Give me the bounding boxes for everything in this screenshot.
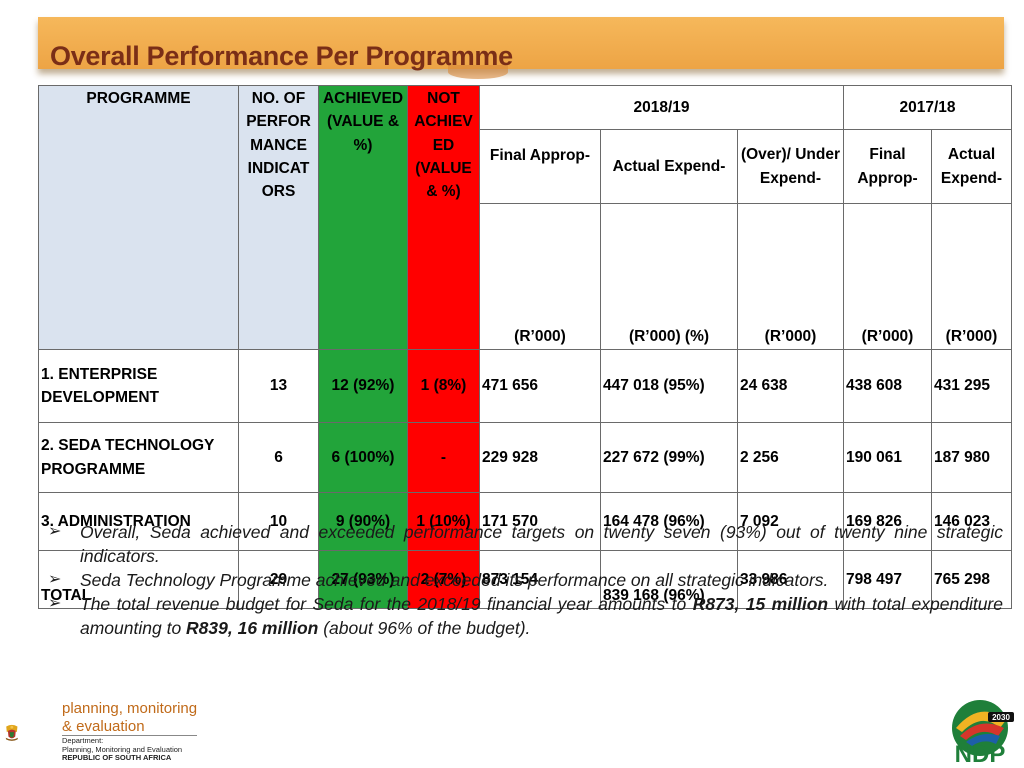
bullet-item: ➢ Seda Technology Programme achieved and… <box>48 568 1003 592</box>
header-over-under: (Over)/ Under Expend- <box>737 129 844 204</box>
row-indicators: 10 <box>238 492 319 551</box>
ndp-year: 2030 <box>992 713 1010 722</box>
row-final-approp: 873 154 <box>479 550 601 609</box>
row-achieved: 9 (90%) <box>318 492 408 551</box>
row-over-under: 2 256 <box>737 422 844 493</box>
bullet-text-mid: with total expenditure amounting to <box>80 594 1003 638</box>
row-achieved: 27 (93%) <box>318 550 408 609</box>
row-actual-expend-prev: 146 023 <box>931 492 1012 551</box>
row-programme: 2. SEDA TECHNOLOGY PROGRAMME <box>38 422 239 493</box>
row-achieved: 12 (92%) <box>318 349 408 423</box>
arrow-bullet-icon: ➢ <box>48 595 62 612</box>
row-indicators: 6 <box>238 422 319 493</box>
unit-over-under: (R’000) <box>737 203 844 350</box>
bullet-text: Overall, Seda achieved and exceeded perf… <box>80 522 1003 566</box>
row-over-under: 33 986 <box>737 550 844 609</box>
row-final-approp: 171 570 <box>479 492 601 551</box>
unit-actual-expend: (R’000) (%) <box>600 203 738 350</box>
header-achieved: ACHIEVED (VALUE & %) <box>318 85 408 350</box>
ndp-logo-icon: 2030 NDP <box>952 700 1014 766</box>
unit-final-approp: (R’000) <box>479 203 601 350</box>
row-programme: TOTAL <box>38 550 239 609</box>
row-actual-expend: 839 168 (96%) <box>600 550 738 609</box>
row-actual-expend: 447 018 (95%) <box>600 349 738 423</box>
table-row: 2. SEDA TECHNOLOGY PROGRAMME 6 6 (100%) … <box>38 422 1012 493</box>
header-final-approp: Final Approp- <box>479 129 601 204</box>
coat-of-arms-icon <box>5 724 18 741</box>
dpme-dept-name: Planning, Monitoring and Evaluation <box>62 744 183 754</box>
expenditure-amount: R839, 16 million <box>186 618 319 638</box>
row-not-achieved: - <box>407 422 480 493</box>
arrow-bullet-icon: ➢ <box>48 523 62 540</box>
header-year-2018-19: 2018/19 <box>479 85 844 130</box>
ndp-text: NDP <box>955 741 1006 766</box>
header-year-2017-18: 2017/18 <box>843 85 1012 130</box>
row-final-approp-prev: 438 608 <box>843 349 932 423</box>
row-programme: 3. ADMINISTRATION <box>38 492 239 551</box>
bullet-item: ➢ The total revenue budget for Seda for … <box>48 592 1003 640</box>
header-actual-expend: Actual Expend- <box>600 129 738 204</box>
dpme-line2: & evaluation <box>62 718 145 735</box>
page-title: Overall Performance Per Programme <box>50 41 513 71</box>
dpme-department: Department: Planning, Monitoring and Eva… <box>62 736 183 763</box>
row-final-approp: 229 928 <box>479 422 601 493</box>
row-programme: 1. ENTERPRISE DEVELOPMENT <box>38 349 239 423</box>
performance-table: PROGRAMME NO. OF PERFOR MANCE INDICAT OR… <box>38 85 1012 609</box>
table-row: 1. ENTERPRISE DEVELOPMENT 13 12 (92%) 1 … <box>38 349 1012 423</box>
arrow-bullet-icon: ➢ <box>48 571 62 588</box>
table-row: 3. ADMINISTRATION 10 9 (90%) 1 (10%) 171… <box>38 492 1012 551</box>
row-actual-expend-prev: 431 295 <box>931 349 1012 423</box>
unit-final-approp-prev: (R’000) <box>843 203 932 350</box>
header-no-indicators: NO. OF PERFOR MANCE INDICAT ORS <box>238 85 319 350</box>
row-indicators: 29 <box>238 550 319 609</box>
row-final-approp-prev: 190 061 <box>843 422 932 493</box>
table-row-total: TOTAL 29 27 (93%) 2 (7%) 873 154 839 168… <box>38 550 1012 609</box>
row-not-achieved: 2 (7%) <box>407 550 480 609</box>
row-final-approp: 471 656 <box>479 349 601 423</box>
row-final-approp-prev: 169 826 <box>843 492 932 551</box>
header-final-approp-prev: Final Approp- <box>843 129 932 204</box>
bullet-text-pre: The total revenue budget for Seda for th… <box>80 594 693 614</box>
row-actual-expend-prev: 187 980 <box>931 422 1012 493</box>
header-programme: PROGRAMME <box>38 85 239 350</box>
bullet-text: Seda Technology Programme achieved and e… <box>80 570 829 590</box>
bullet-text-post: (about 96% of the budget). <box>318 618 531 638</box>
title-bar: Overall Performance Per Programme <box>38 17 1004 79</box>
bullet-item: ➢ Overall, Seda achieved and exceeded pe… <box>48 520 1003 568</box>
dpme-dept-label: Department: <box>62 736 104 745</box>
row-actual-expend: 227 672 (99%) <box>600 422 738 493</box>
row-achieved: 6 (100%) <box>318 422 408 493</box>
header-not-achieved: NOT ACHIEV ED (VALUE & %) <box>407 85 480 350</box>
summary-bullets: ➢ Overall, Seda achieved and exceeded pe… <box>48 520 1003 640</box>
row-actual-expend-prev: 765 298 <box>931 550 1012 609</box>
dpme-logo-text: planning, monitoring & evaluation <box>62 700 197 736</box>
row-not-achieved: 1 (10%) <box>407 492 480 551</box>
row-indicators: 13 <box>238 349 319 423</box>
dpme-divider <box>62 735 197 736</box>
dpme-line1: planning, monitoring <box>62 700 198 717</box>
unit-actual-expend-prev: (R’000) <box>931 203 1012 350</box>
row-not-achieved: 1 (8%) <box>407 349 480 423</box>
revenue-amount: R873, 15 million <box>692 594 829 614</box>
row-over-under: 24 638 <box>737 349 844 423</box>
header-actual-expend-prev: Actual Expend- <box>931 129 1012 204</box>
title-swoosh <box>448 65 508 79</box>
row-over-under: 7 092 <box>737 492 844 551</box>
row-final-approp-prev: 798 497 <box>843 550 932 609</box>
dpme-country: REPUBLIC OF SOUTH AFRICA <box>62 753 172 762</box>
